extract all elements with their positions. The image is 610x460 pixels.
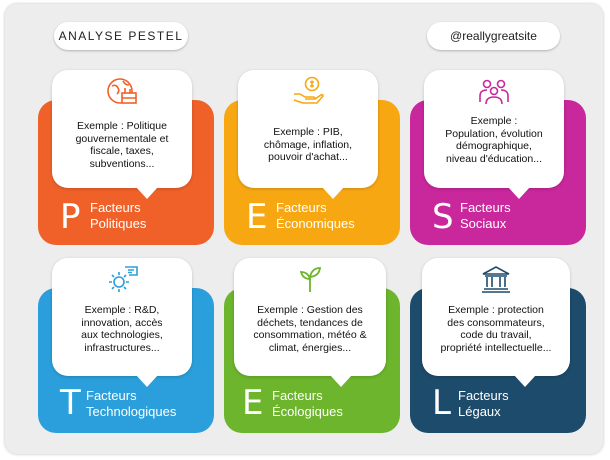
courthouse-icon — [479, 264, 513, 294]
bubble-text: Exemple : R&D, innovation, accès aux tech… — [81, 304, 163, 354]
bubble-text: Exemple : Population, évolution démograph… — [445, 115, 543, 165]
card-letter: S — [432, 197, 454, 237]
bubble-text: Exemple : Gestion des déchets, tendances … — [253, 304, 367, 354]
bubble: Exemple : Population, évolution démograph… — [424, 70, 564, 199]
bubble: Exemple : PIB, chômage, inflation, pouvoi… — [238, 70, 378, 199]
card-label: Facteurs Légaux — [458, 388, 509, 419]
bubble-text: Exemple : PIB, chômage, inflation, pouvoi… — [263, 126, 353, 163]
bubble-text: Exemple : Politique gouvernementale et fi… — [75, 120, 169, 170]
globe-factory-icon — [105, 76, 139, 106]
bubble: Exemple : Politique gouvernementale et fi… — [52, 70, 192, 199]
card-letter: E — [242, 383, 264, 423]
card-economiques: Exemple : PIB, chômage, inflation, pouvoi… — [224, 70, 400, 245]
card-label: Facteurs Technologiques — [86, 388, 177, 419]
card-technologiques: Exemple : R&D, innovation, accès aux tech… — [38, 258, 214, 433]
card-letter: L — [432, 383, 451, 423]
card-ecologiques: Exemple : Gestion des déchets, tendances … — [224, 258, 400, 433]
site-handle: @reallygreatsite — [427, 22, 560, 50]
card-letter: T — [60, 383, 81, 423]
card-label: Facteurs Économiques — [276, 200, 355, 231]
gear-tech-icon — [105, 264, 139, 294]
card-sociaux: Exemple : Population, évolution démograph… — [410, 70, 586, 245]
card-letter: E — [246, 197, 268, 237]
card-label: Facteurs Sociaux — [460, 200, 511, 231]
hand-coin-icon — [291, 76, 325, 106]
card-legaux: Exemple : protection des consommateurs, c… — [410, 258, 586, 433]
bubble: Exemple : R&D, innovation, accès aux tech… — [52, 258, 192, 387]
bubble: Exemple : Gestion des déchets, tendances … — [234, 258, 386, 387]
card-politiques: Exemple : Politique gouvernementale et fi… — [38, 70, 214, 245]
card-letter: P — [60, 197, 81, 237]
bubble-text: Exemple : protection des consommateurs, c… — [440, 304, 552, 354]
sprout-icon — [293, 264, 327, 294]
card-label: Facteurs Écologiques — [272, 388, 343, 419]
bubble: Exemple : protection des consommateurs, c… — [422, 258, 570, 387]
page-title: ANALYSE PESTEL — [54, 22, 188, 50]
people-group-icon — [477, 76, 511, 106]
card-label: Facteurs Politiques — [90, 200, 147, 231]
